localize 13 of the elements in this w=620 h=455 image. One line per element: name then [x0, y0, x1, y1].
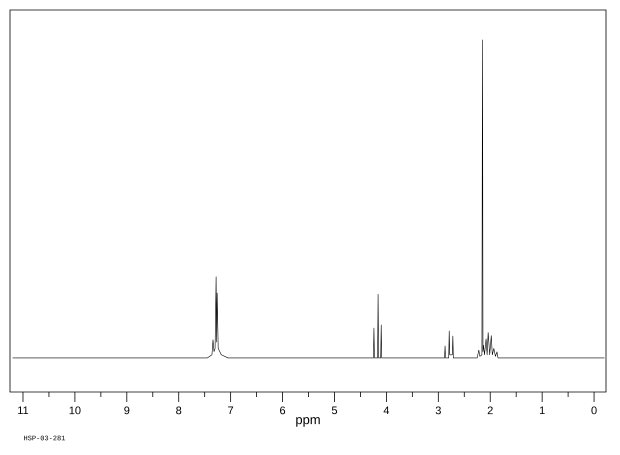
- x-tick-label: 7: [228, 406, 234, 414]
- x-tick-label: 5: [332, 406, 338, 414]
- x-tick-label: 9: [124, 406, 130, 414]
- x-tick-label: 10: [70, 406, 81, 414]
- x-axis-title: ppm: [296, 417, 320, 427]
- x-tick-label: 2: [488, 406, 493, 414]
- x-tick-label: 8: [176, 406, 182, 414]
- x-tick-label: 4: [384, 406, 390, 414]
- x-tick-label: 3: [436, 406, 441, 414]
- x-tick-label: 11: [18, 406, 28, 414]
- x-tick-label: 1: [540, 406, 545, 414]
- x-tick-label: 6: [280, 406, 286, 414]
- x-tick-label: 0: [591, 406, 597, 414]
